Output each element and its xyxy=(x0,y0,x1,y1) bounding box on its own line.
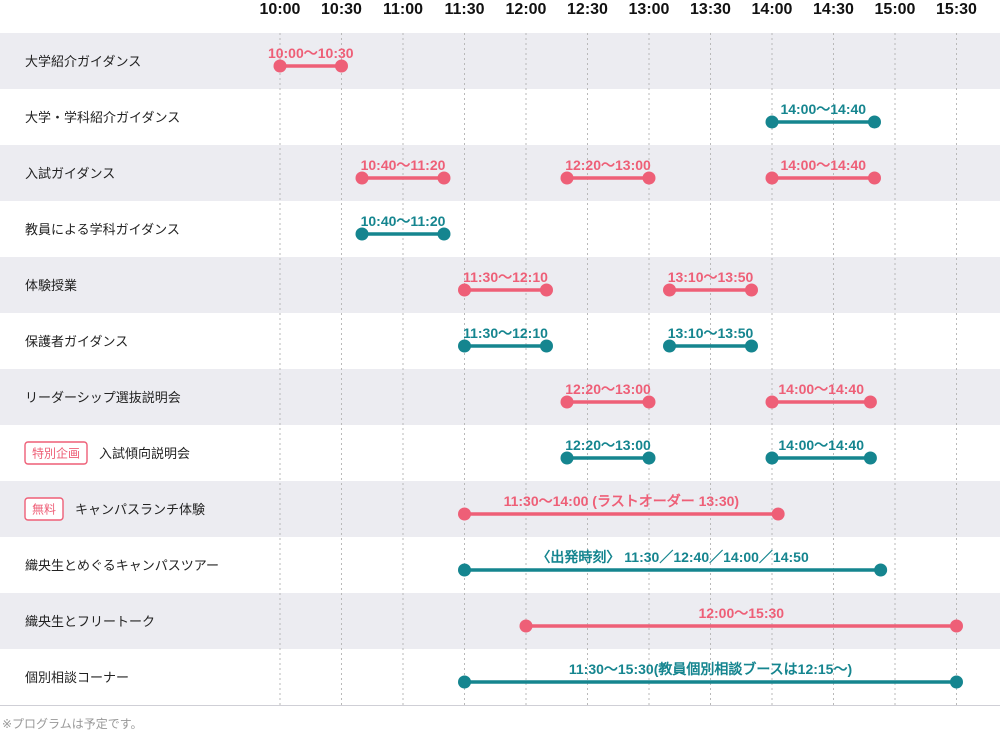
segment-end-dot xyxy=(863,395,877,409)
time-axis-label: 11:30 xyxy=(444,1,484,18)
segment-start-dot xyxy=(355,227,369,241)
row-label: 体験授業 xyxy=(25,278,77,294)
segment-label: 11:30〜14:00 (ラストオーダー 13:30) xyxy=(504,493,739,509)
time-axis-label: 11:00 xyxy=(383,1,423,18)
time-axis-label: 13:30 xyxy=(690,1,731,18)
row-label: リーダーシップ選抜説明会 xyxy=(25,390,181,406)
segment-end-dot xyxy=(745,339,758,353)
segment-label: 13:10〜13:50 xyxy=(668,269,754,285)
segment-end-dot xyxy=(868,171,881,185)
segment-label: 14:00〜14:40 xyxy=(780,157,866,173)
row-background xyxy=(0,257,1000,313)
row-label: 入試傾向説明会 xyxy=(99,446,190,462)
segment-end-dot xyxy=(950,619,963,633)
footnote: ※プログラムは予定です。 xyxy=(2,716,143,731)
segment-label: 12:00〜15:30 xyxy=(698,605,784,621)
segment-end-dot xyxy=(642,171,656,185)
segment-label: 12:20〜13:00 xyxy=(565,157,651,173)
segment-label: 14:00〜14:40 xyxy=(778,437,864,453)
time-axis-label: 15:00 xyxy=(875,1,916,18)
segment-start-dot xyxy=(560,451,574,465)
segment-start-dot xyxy=(355,171,369,185)
segment-end-dot xyxy=(335,59,348,73)
row-label: 保護者ガイダンス xyxy=(25,334,128,350)
row-background xyxy=(0,33,1000,89)
badge-box xyxy=(24,441,88,465)
time-axis-label: 12:00 xyxy=(506,1,547,18)
segment-end-dot xyxy=(540,339,553,353)
segment-start-dot xyxy=(273,59,287,73)
segment-end-dot xyxy=(437,227,451,241)
segment-label: 10:40〜11:20 xyxy=(361,157,446,173)
time-axis-label: 14:30 xyxy=(813,1,854,18)
segment-label: 11:30〜12:10 xyxy=(463,269,548,285)
row-label: 大学紹介ガイダンス xyxy=(25,54,141,70)
segment-label: 12:20〜13:00 xyxy=(565,437,651,453)
segment-label: 12:20〜13:00 xyxy=(565,381,651,397)
row-label: 教員による学科ガイダンス xyxy=(25,222,180,238)
badge-box xyxy=(24,497,64,521)
segment-label: 14:00〜14:40 xyxy=(778,381,864,397)
segment-end-dot xyxy=(745,283,758,297)
segment-end-dot xyxy=(771,507,785,521)
time-axis-label: 14:00 xyxy=(752,1,793,18)
segment-label: 10:00〜10:30 xyxy=(268,45,354,61)
segment-start-dot xyxy=(519,619,533,633)
segment-start-dot xyxy=(765,171,779,185)
segment-start-dot xyxy=(765,451,779,465)
segment-start-dot xyxy=(765,395,779,409)
row-label: 織央生とめぐるキャンパスツアー xyxy=(25,559,219,574)
time-axis-label: 10:30 xyxy=(321,1,362,18)
badge-text: 無料 xyxy=(32,502,56,517)
segment-start-dot xyxy=(458,283,471,297)
row-label: 織央生とフリートーク xyxy=(25,615,155,630)
segment-end-dot xyxy=(874,563,888,577)
segment-start-dot xyxy=(765,115,779,129)
segment-end-dot xyxy=(437,171,451,185)
segment-start-dot xyxy=(458,563,471,577)
segment-end-dot xyxy=(642,395,656,409)
segment-label: 10:40〜11:20 xyxy=(361,213,446,229)
segment-label: 11:30〜15:30(教員個別相談ブースは12:15〜) xyxy=(569,661,852,677)
segment-start-dot xyxy=(663,339,676,353)
segment-label: 14:00〜14:40 xyxy=(780,101,866,117)
segment-end-dot xyxy=(868,115,881,129)
row-background xyxy=(0,145,1000,201)
segment-label: 〈出発時刻〉 11:30／12:40／14:00／14:50 xyxy=(536,549,809,565)
segment-start-dot xyxy=(458,339,471,353)
segment-end-dot xyxy=(863,451,877,465)
segment-start-dot xyxy=(560,171,574,185)
segment-start-dot xyxy=(458,675,471,689)
time-axis-label: 10:00 xyxy=(260,1,301,18)
row-label: 大学・学科紹介ガイダンス xyxy=(25,110,180,126)
segment-start-dot xyxy=(663,283,676,297)
segment-start-dot xyxy=(560,395,574,409)
badge-text: 特別企画 xyxy=(32,446,80,461)
segment-start-dot xyxy=(458,507,471,521)
row-label: 入試ガイダンス xyxy=(25,166,115,182)
segment-end-dot xyxy=(540,283,553,297)
segment-label: 13:10〜13:50 xyxy=(668,325,754,341)
time-axis-label: 13:00 xyxy=(629,1,670,18)
segment-end-dot xyxy=(950,675,963,689)
time-axis-label: 12:30 xyxy=(567,1,608,18)
row-label: 個別相談コーナー xyxy=(25,670,129,686)
segment-end-dot xyxy=(642,451,656,465)
segment-label: 11:30〜12:10 xyxy=(463,325,548,341)
row-label: キャンパスランチ体験 xyxy=(75,503,205,518)
time-axis-label: 15:30 xyxy=(936,1,977,18)
